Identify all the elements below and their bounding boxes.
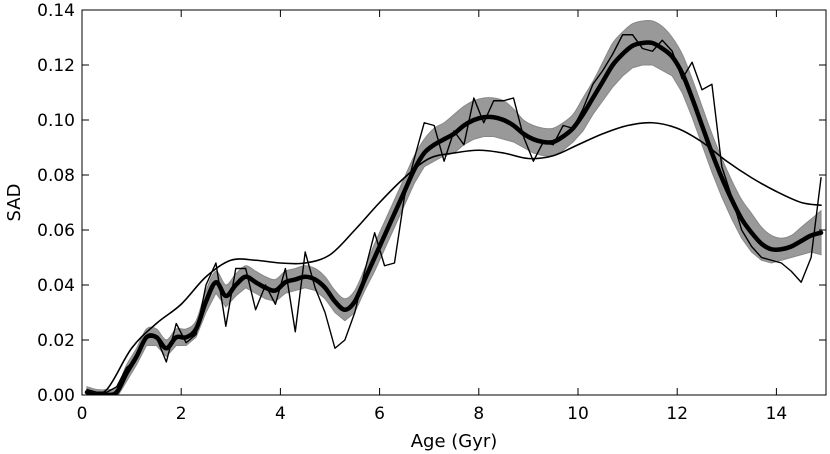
x-tick-label: 2 [176,404,187,424]
y-tick-label: 0.10 [37,111,75,131]
uncertainty-band [86,19,822,395]
uncertainty-band-layer [86,19,822,395]
y-tick-label: 0.06 [37,221,75,241]
x-tick-label: 10 [567,404,589,424]
y-tick-label: 0.00 [37,386,75,406]
plot-frame [81,9,827,396]
y-tick-label: 0.14 [37,1,75,21]
series-layer [84,34,824,395]
binned-sad-line [86,34,822,393]
y-tick-label: 0.08 [37,166,75,186]
y-tick-label: 0.04 [37,276,75,296]
model-sad-line [86,121,822,395]
ticks-layer: 0 2 4 6 8 10 12 14 0.00 0.02 0.04 0.06 0.08 0.10 0.12 0… [37,1,826,424]
x-tick-label: 8 [473,404,484,424]
y-axis-label: SAD [4,184,25,222]
y-tick-label: 0.02 [37,331,75,351]
y-tick-label: 0.12 [37,56,75,76]
x-tick-label: 6 [374,404,385,424]
x-tick-label: 12 [666,404,688,424]
x-tick-label: 0 [77,404,88,424]
x-tick-label: 4 [275,404,286,424]
x-axis-label: Age (Gyr) [411,431,498,452]
smoothed-sad-line [84,40,824,395]
x-tick-label: 14 [766,404,788,424]
